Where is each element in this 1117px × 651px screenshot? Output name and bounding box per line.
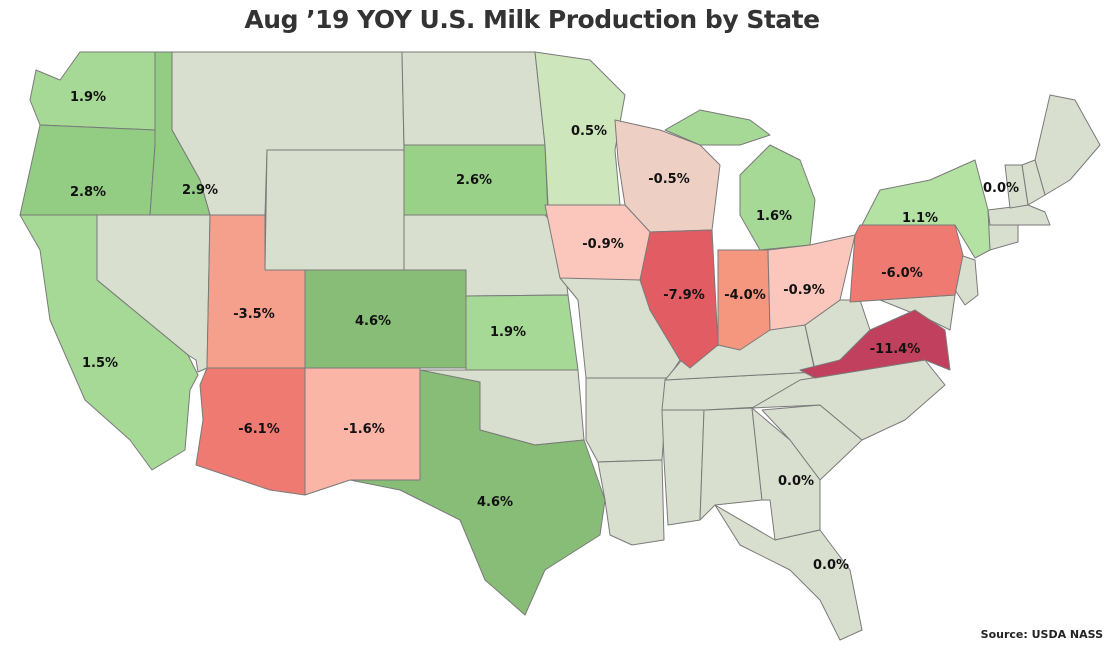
label-georgia: 0.0% — [778, 474, 814, 489]
label-new-york: 1.1% — [902, 211, 938, 226]
state-idaho[interactable] — [149, 51, 211, 216]
state-virginia[interactable] — [799, 309, 951, 379]
state-mississippi[interactable] — [661, 409, 705, 526]
label-ohio: -0.9% — [783, 283, 824, 298]
state-michigan[interactable] — [739, 144, 816, 251]
state-alabama[interactable] — [699, 407, 763, 521]
state-texas[interactable] — [349, 369, 606, 616]
label-south-dakota: 2.6% — [456, 173, 492, 188]
state-maine[interactable] — [1034, 94, 1101, 196]
label-florida: 0.0% — [813, 558, 849, 573]
state-arkansas[interactable] — [585, 377, 669, 463]
state-pennsylvania[interactable] — [849, 224, 964, 303]
state-connecticut[interactable] — [987, 224, 1019, 251]
state-california[interactable] — [19, 214, 199, 471]
state-wyoming[interactable] — [264, 149, 405, 271]
state-new-york[interactable] — [861, 159, 991, 259]
label-minnesota: 0.5% — [571, 124, 607, 139]
label-illinois: -7.9% — [663, 288, 704, 303]
label-iowa: -0.9% — [582, 237, 623, 252]
label-michigan: 1.6% — [756, 209, 792, 224]
state-illinois[interactable] — [639, 229, 719, 369]
label-indiana: -4.0% — [724, 288, 765, 303]
state-louisiana[interactable] — [597, 459, 665, 546]
label-colorado: 4.6% — [355, 314, 391, 329]
state-florida[interactable] — [714, 504, 863, 641]
map-title: Aug ’19 YOY U.S. Milk Production by Stat… — [244, 5, 820, 34]
label-kansas: 1.9% — [490, 325, 526, 340]
label-utah: -3.5% — [233, 307, 274, 322]
state-michigan-up[interactable] — [664, 109, 771, 146]
label-arizona: -6.1% — [238, 422, 279, 437]
state-vermont[interactable] — [1004, 164, 1029, 209]
label-california: 1.5% — [82, 356, 118, 371]
label-pennsylvania: -6.0% — [881, 266, 922, 281]
state-minnesota[interactable] — [534, 51, 626, 206]
state-north-carolina[interactable] — [751, 359, 946, 441]
colored-states — [19, 51, 1029, 641]
label-oregon: 2.8% — [70, 185, 106, 200]
source-note: Source: USDA NASS — [980, 628, 1103, 641]
label-new-mexico: -1.6% — [343, 422, 384, 437]
state-north-dakota[interactable] — [401, 51, 546, 146]
label-vermont: 0.0% — [983, 181, 1019, 196]
state-massachusetts[interactable] — [987, 204, 1051, 226]
label-virginia: -11.4% — [870, 342, 921, 357]
neutral-states — [96, 51, 1101, 546]
state-value-labels: 1.9% 2.8% 2.9% 1.5% -3.5% -6.1% 4.6% -1.… — [70, 90, 1019, 573]
state-kansas[interactable] — [465, 294, 579, 371]
state-ohio[interactable] — [767, 234, 856, 331]
label-texas: 4.6% — [477, 495, 513, 510]
label-idaho: 2.9% — [182, 183, 218, 198]
state-oregon[interactable] — [19, 124, 156, 216]
label-wisconsin: -0.5% — [648, 172, 689, 187]
label-washington: 1.9% — [70, 90, 106, 105]
